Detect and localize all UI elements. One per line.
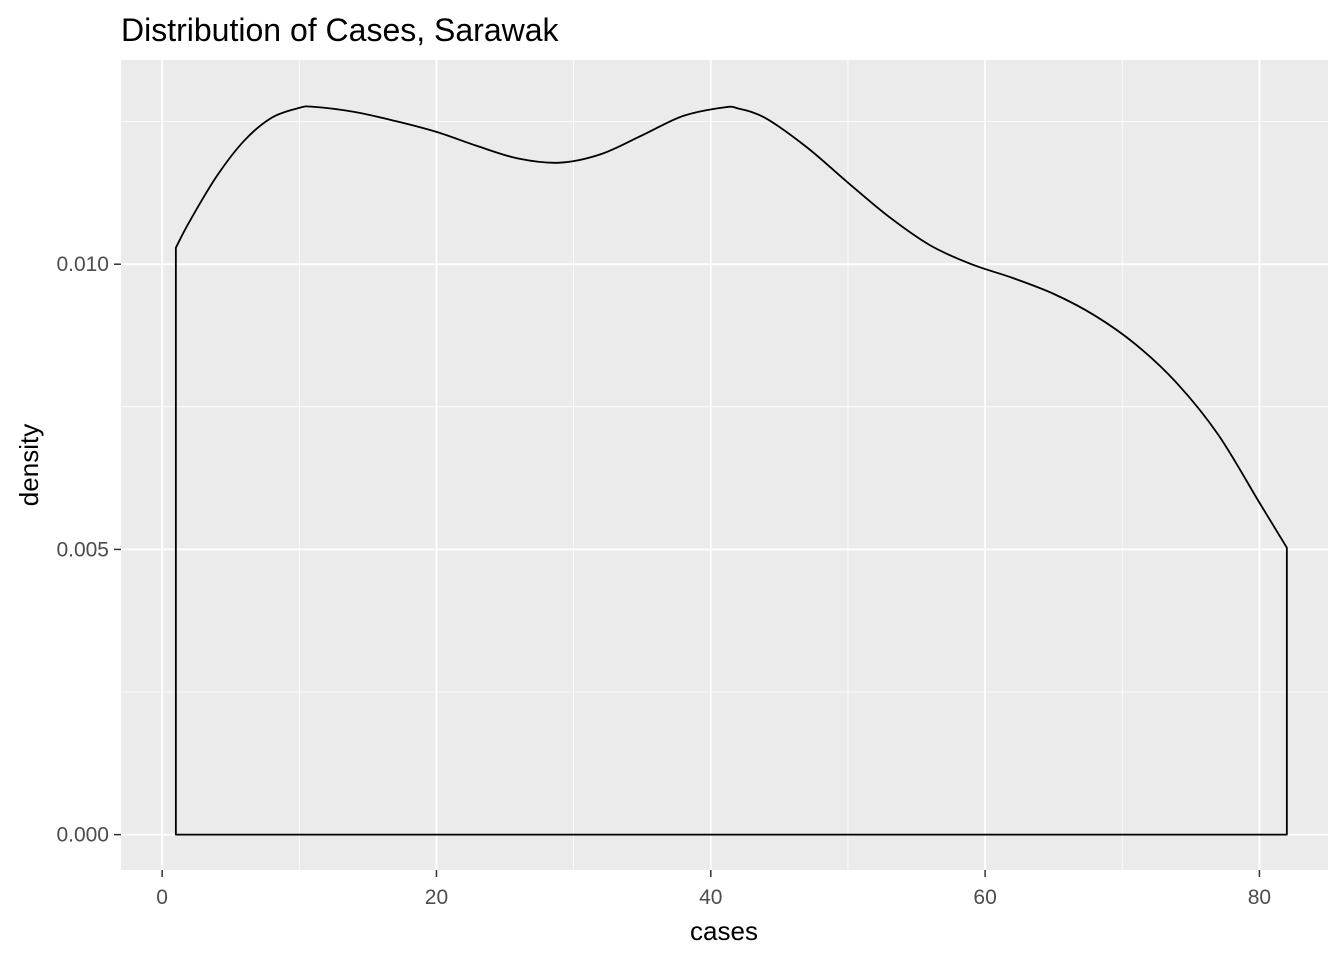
y-axis: 0.000 0.005 0.010	[56, 253, 121, 847]
y-tick-label: 0.005	[56, 538, 109, 561]
density-curve	[174, 105, 1288, 836]
x-tick-label: 80	[1248, 886, 1271, 909]
y-tick-label: 0.010	[56, 253, 109, 276]
x-tick-label: 20	[425, 886, 448, 909]
y-axis-title: density	[14, 424, 44, 506]
x-axis: 0 20 40 60 80	[156, 870, 1271, 909]
x-tick-label: 0	[156, 886, 168, 909]
minor-gridlines	[121, 60, 1328, 870]
y-tick-label: 0.000	[56, 824, 109, 847]
x-tick-label: 40	[699, 886, 722, 909]
x-axis-title: cases	[690, 916, 758, 946]
x-tick-label: 60	[973, 886, 996, 909]
chart-title: Distribution of Cases, Sarawak	[121, 12, 560, 48]
density-layer	[174, 105, 1288, 836]
plot-panel	[121, 60, 1328, 870]
